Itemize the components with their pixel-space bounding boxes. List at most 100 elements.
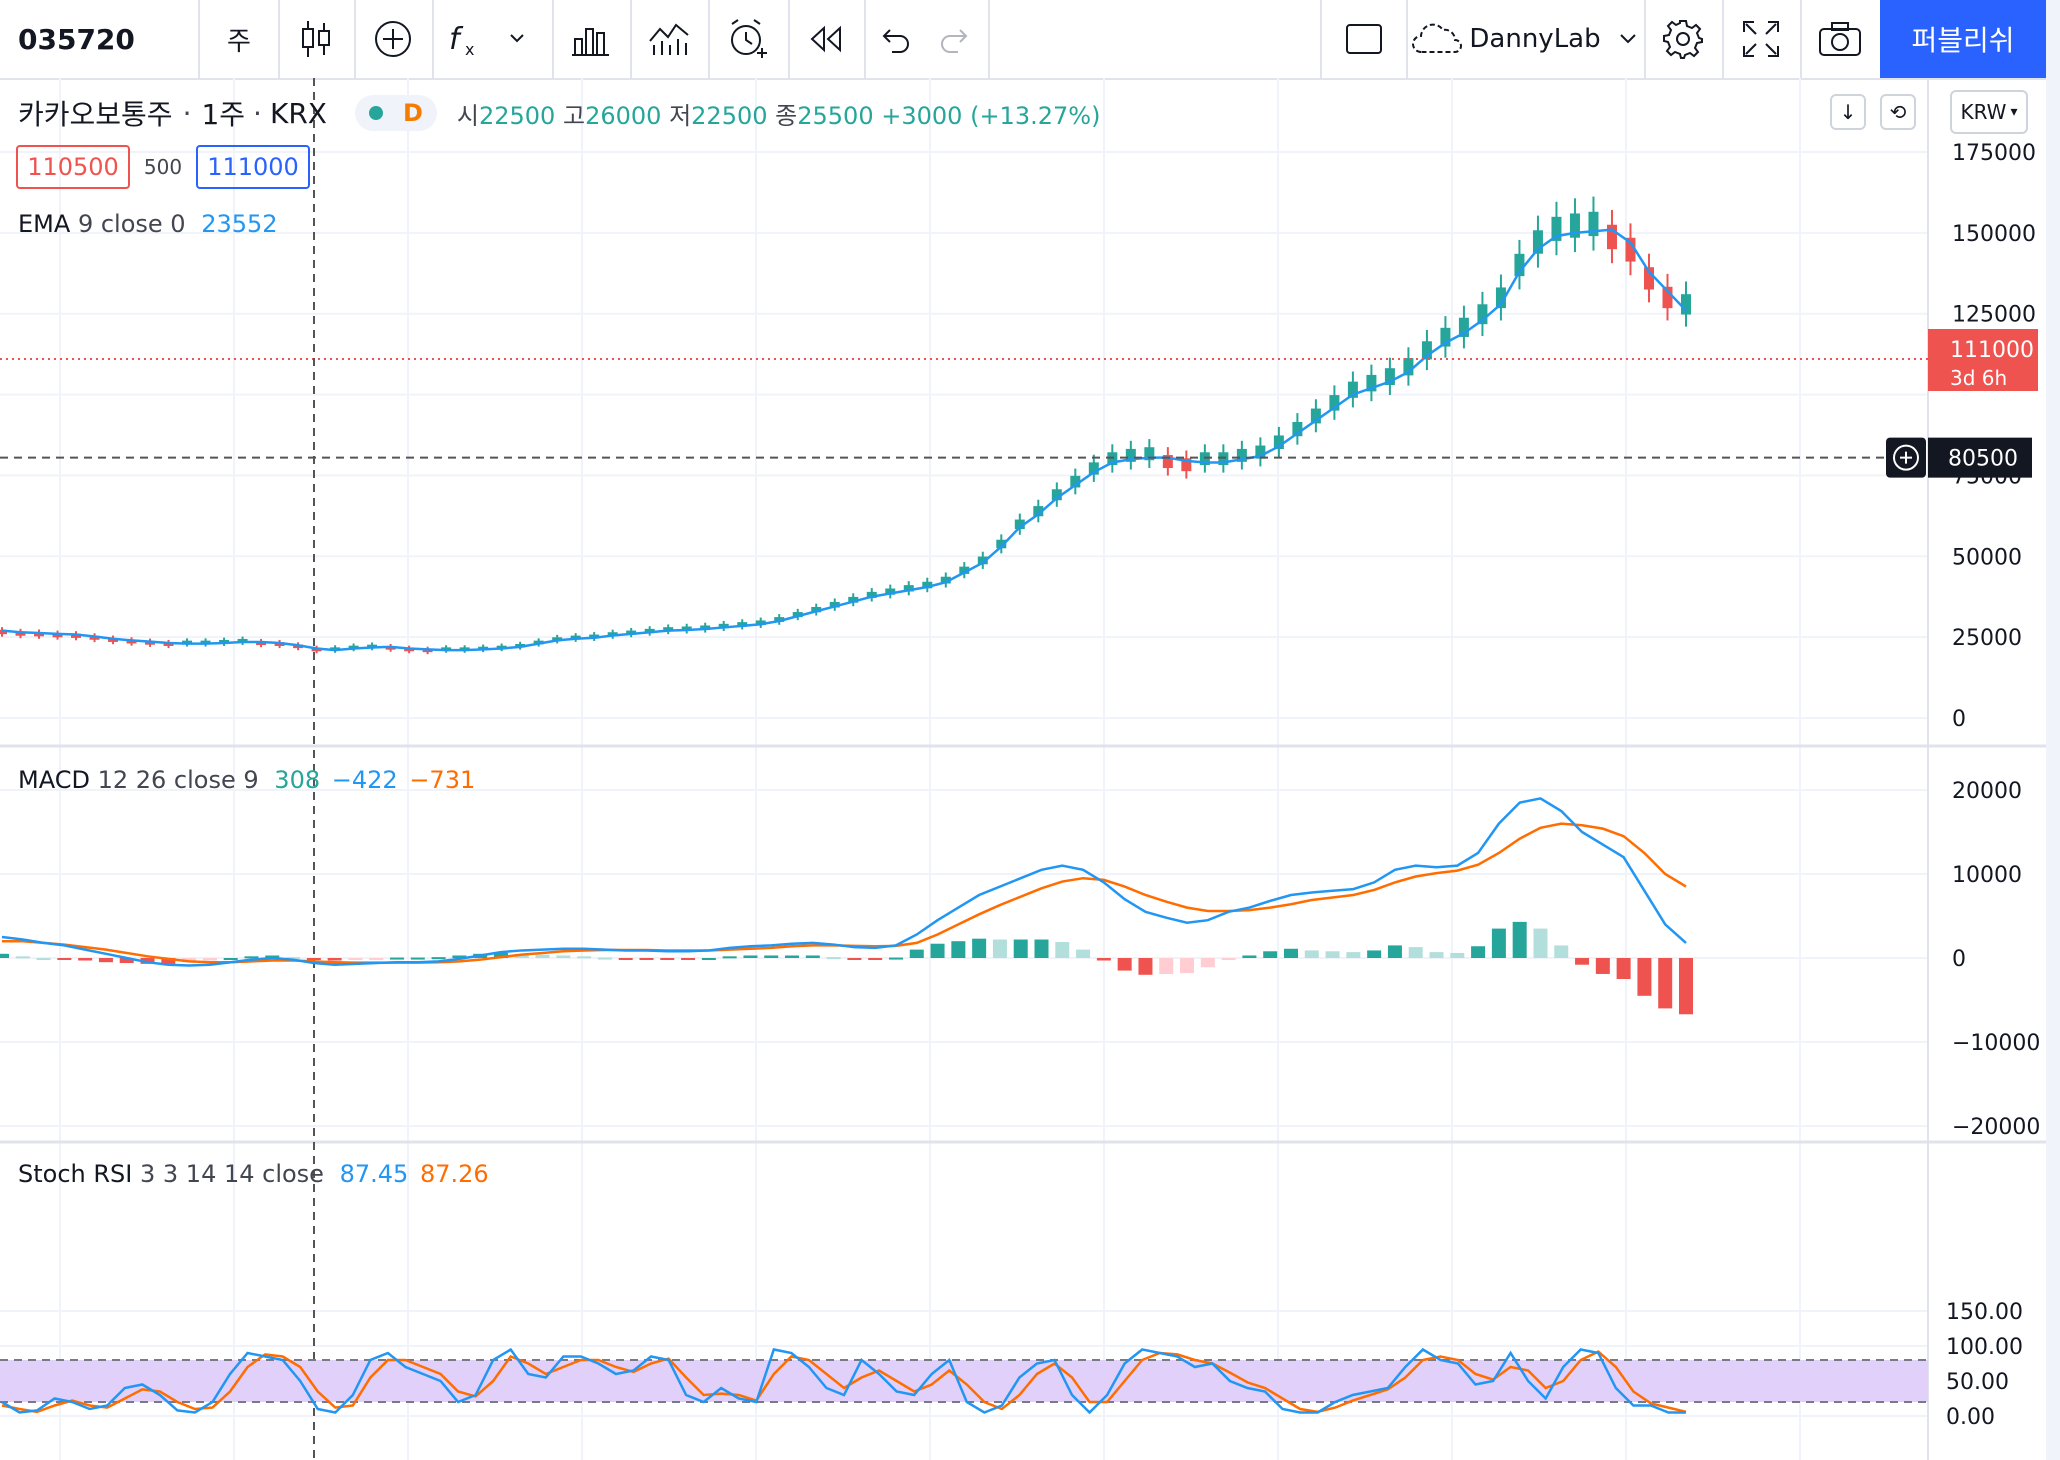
price-candle	[1144, 447, 1155, 461]
price-candle	[1329, 395, 1340, 411]
price-candle	[1681, 294, 1691, 315]
macd-histogram-bar	[951, 941, 966, 958]
macd-histogram-bar	[78, 958, 93, 961]
symbol-legend: 카카오보통주 · 1주 · KRX D 시22500 고26000 저22500…	[18, 88, 1100, 138]
price-candle	[1458, 317, 1469, 337]
macd-histogram-bar	[1325, 951, 1340, 958]
price-candle	[1532, 230, 1543, 254]
chart-area[interactable]: 0250005000075000125000150000175000111000…	[0, 78, 2046, 1460]
price-candle	[866, 591, 877, 598]
price-candle	[681, 626, 692, 631]
macd-histogram-bar	[805, 955, 820, 958]
price-candle	[1662, 286, 1673, 309]
camera-icon[interactable]	[1800, 0, 1880, 78]
publish-button[interactable]: 퍼블리쉬	[1880, 0, 2046, 78]
sell-price-button[interactable]: 110500	[16, 145, 130, 189]
close-label: 종	[775, 101, 798, 130]
undo-icon[interactable]	[864, 0, 924, 78]
layout-icon[interactable]	[1320, 0, 1408, 78]
open-value: 22500	[478, 101, 556, 130]
macd-histogram-bar	[660, 958, 675, 960]
macd-histogram-bar	[1367, 950, 1382, 958]
alert-clock-icon[interactable]	[708, 0, 790, 78]
candle-style-icon[interactable]	[278, 0, 356, 78]
price-candle	[737, 622, 748, 627]
macd-histogram-bar	[410, 957, 425, 960]
financials-icon[interactable]	[630, 0, 710, 78]
macd-histogram-bar	[306, 958, 321, 960]
macd-value: −422	[331, 766, 398, 794]
svg-text:f: f	[449, 22, 464, 57]
price-candle	[1625, 237, 1636, 262]
change-percent: (+13.27%)	[970, 101, 1101, 130]
macd-histogram-bar	[826, 957, 841, 960]
price-candle	[1310, 408, 1321, 424]
symbol-search[interactable]: 035720	[0, 0, 200, 78]
price-candle	[644, 628, 655, 634]
compare-add-icon[interactable]	[354, 0, 434, 78]
bar-chart-icon[interactable]	[552, 0, 632, 78]
crosshair-price-value: 80500	[1948, 447, 2018, 472]
price-candle	[1218, 452, 1229, 466]
macd-histogram-bar	[452, 955, 467, 958]
reset-scale-icon[interactable]: ⟲	[1880, 94, 1916, 130]
stoch-k-value: 87.45	[339, 1160, 409, 1188]
scroll-down-arrow-icon[interactable]: ↓	[1830, 94, 1866, 130]
macd-histogram-bar	[701, 958, 716, 960]
layout-name-button[interactable]: DannyLab	[1404, 0, 1646, 78]
price-candle	[52, 633, 63, 638]
macd-histogram-bar	[1096, 958, 1111, 961]
macd-histogram-bar	[223, 958, 238, 960]
price-candle	[755, 620, 766, 626]
add-alert-plus-icon	[1893, 444, 1919, 471]
redo-icon[interactable]	[924, 0, 990, 78]
macd-histogram-bar	[1595, 958, 1610, 974]
price-candle	[829, 601, 840, 608]
replay-icon[interactable]	[788, 0, 866, 78]
macd-histogram-bar	[369, 958, 384, 960]
layout-name: DannyLab	[1469, 24, 1601, 54]
macd-histogram-bar	[1346, 952, 1361, 958]
ema-params: 9 close 0	[77, 210, 186, 238]
price-candle	[1643, 267, 1654, 290]
macd-histogram-bar	[1429, 952, 1444, 958]
macd-histogram-bar	[182, 958, 197, 963]
macd-histogram-bar	[1408, 947, 1423, 958]
buy-price-button[interactable]: 111000	[196, 145, 310, 189]
interval-button[interactable]: 주	[200, 0, 280, 78]
macd-histogram-bar	[1304, 950, 1319, 958]
currency-select[interactable]: KRW ▾	[1950, 90, 2028, 134]
legend-exchange: KRX	[269, 96, 327, 130]
last-price-tag-value: 111000	[1950, 338, 2034, 363]
macd-axis-tick-label: −10000	[1952, 1031, 2040, 1056]
price-candle	[718, 623, 729, 629]
macd-histogram-bar	[639, 958, 654, 960]
market-status-badge[interactable]: D	[354, 95, 437, 131]
macd-histogram-bar	[722, 956, 737, 959]
macd-histogram-bar	[764, 955, 779, 958]
ohlc-values: 시22500 고26000 저22500 종25500 +3000 (+13.2…	[457, 96, 1101, 131]
stoch-d-line	[1, 1350, 1687, 1414]
ema-legend: EMA 9 close 0 23552	[18, 210, 278, 238]
price-candle	[811, 606, 822, 613]
macd-histogram-bar	[847, 958, 862, 960]
price-candle	[1070, 475, 1081, 488]
stoch-k-line	[1, 1347, 1686, 1415]
macd-histogram-bar	[15, 956, 30, 959]
macd-histogram-bar	[535, 954, 550, 958]
price-candle	[996, 539, 1007, 549]
price-candle	[922, 581, 933, 589]
symbol-name: 카카오보통주	[18, 98, 173, 131]
price-candle	[848, 596, 859, 603]
price-candle	[774, 617, 785, 622]
macd-histogram-bar	[1159, 958, 1174, 974]
low-value: 22500	[691, 101, 768, 130]
settings-gear-icon[interactable]	[1644, 0, 1724, 78]
macd-histogram-bar	[286, 957, 301, 960]
macd-histogram-bar	[1679, 958, 1693, 1015]
price-candle	[34, 632, 45, 637]
fullscreen-icon[interactable]	[1722, 0, 1802, 78]
macd-histogram-bar	[1034, 939, 1049, 958]
